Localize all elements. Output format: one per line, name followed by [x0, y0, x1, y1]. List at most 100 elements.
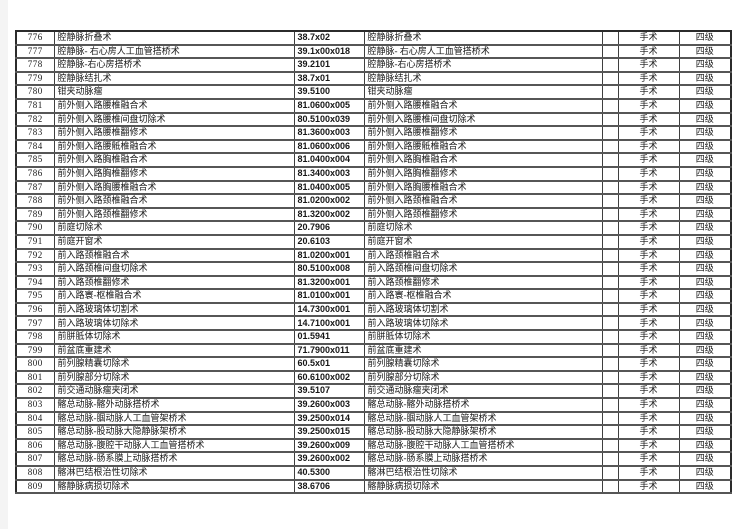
- procedure-code-cell: 81.3200x001: [293, 275, 365, 291]
- level-cell: 四级: [678, 248, 732, 264]
- procedure-name-repeat-cell: 前外侧入路腰骶椎融合术: [363, 139, 603, 155]
- empty-cell: [601, 193, 619, 209]
- procedure-code-cell: 38.6706: [293, 479, 365, 495]
- row-number-cell: 790: [15, 220, 55, 236]
- table-row: 792 前入路颈椎融合术 81.0200x001 前入路颈椎融合术 手术 四级: [15, 248, 732, 264]
- row-number-cell: 806: [15, 438, 55, 454]
- level-cell: 四级: [678, 30, 732, 46]
- empty-cell: [601, 152, 619, 168]
- procedure-name-repeat-cell: 前入路颈椎翻修术: [363, 275, 603, 291]
- procedure-code-cell: 39.2500x014: [293, 411, 365, 427]
- level-cell: 四级: [678, 152, 732, 168]
- row-number-cell: 776: [15, 30, 55, 46]
- procedure-name-cell: 前外侧入路颈椎融合术: [53, 193, 295, 209]
- category-cell: 手术: [617, 479, 680, 495]
- procedure-name-repeat-cell: 前入路玻璃体切除术: [363, 315, 603, 332]
- procedure-code-cell: 14.7300x001: [293, 302, 365, 318]
- row-number-cell: 793: [15, 261, 55, 277]
- empty-cell: [601, 180, 619, 196]
- level-cell: 四级: [678, 315, 732, 332]
- empty-cell: [601, 302, 619, 318]
- procedure-name-cell: 髂总动脉-髂外动脉搭桥术: [53, 397, 295, 413]
- procedure-code-cell: 01.5941: [293, 329, 365, 345]
- row-number-cell: 780: [15, 84, 55, 100]
- category-cell: 手术: [617, 207, 680, 223]
- category-cell: 手术: [617, 125, 680, 141]
- row-number-cell: 777: [15, 44, 55, 60]
- procedure-name-repeat-cell: 腔静脉折叠术: [363, 30, 603, 46]
- procedure-name-repeat-cell: 前庭开窗术: [363, 234, 603, 250]
- procedure-name-repeat-cell: 前庭切除术: [363, 220, 603, 236]
- level-cell: 四级: [678, 275, 732, 291]
- procedure-name-cell: 前入路玻璃体切除术: [53, 315, 295, 332]
- procedure-name-repeat-cell: 髂总动脉-肠系膜上动脉搭桥术: [363, 451, 603, 467]
- category-cell: 手术: [617, 397, 680, 413]
- level-cell: 四级: [678, 112, 732, 128]
- category-cell: 手术: [617, 193, 680, 209]
- procedure-name-cell: 腔静脉-右心房搭桥术: [53, 57, 295, 73]
- row-number-cell: 781: [15, 98, 55, 114]
- row-number-cell: 785: [15, 152, 55, 168]
- category-cell: 手术: [617, 57, 680, 73]
- row-number-cell: 792: [15, 248, 55, 264]
- procedure-name-cell: 腔静脉- 右心房人工血管搭桥术: [53, 44, 295, 60]
- empty-cell: [601, 84, 619, 100]
- empty-cell: [601, 248, 619, 264]
- procedure-name-repeat-cell: 前入路颈椎融合术: [363, 248, 603, 264]
- row-number-cell: 795: [15, 288, 55, 304]
- level-cell: 四级: [678, 451, 732, 467]
- category-cell: 手术: [617, 139, 680, 155]
- level-cell: 四级: [678, 438, 732, 454]
- level-cell: 四级: [678, 411, 732, 427]
- table-row: 789 前外侧入路颈椎翻修术 81.3200x002 前外侧入路颈椎翻修术 手术 四级: [15, 207, 732, 223]
- table-row: 782 前外侧入路腰椎间盘切除术 80.5100x039 前外侧入路腰椎间盘切除术 手术…: [15, 112, 732, 128]
- procedure-code-cell: 14.7100x001: [293, 315, 365, 332]
- empty-cell: [601, 329, 619, 345]
- procedure-name-repeat-cell: 腔静脉- 右心房人工血管搭桥术: [363, 44, 603, 60]
- level-cell: 四级: [678, 125, 732, 141]
- table-row: 791 前庭开窗术 20.6103 前庭开窗术 手术 四级: [15, 234, 732, 250]
- table-row: 787 前外侧入路胸腰椎融合术 81.0400x005 前外侧入路胸腰椎融合术 手术 四级: [15, 180, 732, 196]
- procedure-name-repeat-cell: 前外侧入路胸椎翻修术: [363, 166, 603, 182]
- procedure-code-cell: 60.5x01: [293, 356, 365, 372]
- procedure-name-repeat-cell: 髂总动脉-股动脉大隐静脉架桥术: [363, 424, 603, 440]
- level-cell: 四级: [678, 234, 732, 250]
- procedure-code-cell: 80.5100x039: [293, 112, 365, 128]
- row-number-cell: 805: [15, 424, 55, 440]
- category-cell: 手术: [617, 98, 680, 114]
- table-row: 776 腔静脉折叠术 38.7x02 腔静脉折叠术 手术 四级: [15, 30, 732, 46]
- level-cell: 四级: [678, 139, 732, 155]
- procedure-name-cell: 前列腺部分切除术: [53, 370, 295, 386]
- procedure-name-cell: 髂总动脉-腘动脉人工血管架桥术: [53, 411, 295, 427]
- table-row: 799 前盆底重建术 71.7900x011 前盆底重建术 手术 四级: [15, 343, 732, 359]
- row-number-cell: 778: [15, 57, 55, 73]
- procedure-name-repeat-cell: 前外侧入路颈椎融合术: [363, 193, 603, 209]
- procedure-code-cell: 60.6100x002: [293, 370, 365, 386]
- level-cell: 四级: [678, 57, 732, 73]
- table-row: 777 腔静脉- 右心房人工血管搭桥术 39.1x00x018 腔静脉- 右心房人工血…: [15, 44, 732, 60]
- empty-cell: [601, 397, 619, 413]
- table-row: 803 髂总动脉-髂外动脉搭桥术 39.2600x003 髂总动脉-髂外动脉搭桥术 手术…: [15, 397, 732, 413]
- row-number-cell: 802: [15, 383, 55, 400]
- row-number-cell: 786: [15, 166, 55, 182]
- table-row: 801 前列腺部分切除术 60.6100x002 前列腺部分切除术 手术 四级: [15, 370, 732, 386]
- procedure-code-cell: 81.0400x005: [293, 180, 365, 196]
- empty-cell: [601, 356, 619, 372]
- procedure-code-cell: 81.0600x005: [293, 98, 365, 114]
- empty-cell: [601, 57, 619, 73]
- category-cell: 手术: [617, 220, 680, 236]
- level-cell: 四级: [678, 383, 732, 400]
- empty-cell: [601, 125, 619, 141]
- table-row: 805 髂总动脉-股动脉大隐静脉架桥术 39.2500x015 髂总动脉-股动脉大隐静…: [15, 424, 732, 440]
- procedure-code-cell: 81.0100x001: [293, 288, 365, 304]
- table-row: 809 髂静脉病损切除术 38.6706 髂静脉病损切除术 手术 四级: [15, 479, 732, 495]
- level-cell: 四级: [678, 424, 732, 440]
- procedure-code-cell: 39.5107: [293, 383, 365, 400]
- procedure-name-cell: 前列腺精囊切除术: [53, 356, 295, 372]
- procedure-name-repeat-cell: 前外侧入路颈椎翻修术: [363, 207, 603, 223]
- procedure-name-repeat-cell: 腔静脉结扎术: [363, 71, 603, 87]
- procedure-name-cell: 前外侧入路腰椎翻修术: [53, 125, 295, 141]
- row-number-cell: 799: [15, 343, 55, 359]
- procedure-name-cell: 腔静脉结扎术: [53, 71, 295, 87]
- procedure-name-repeat-cell: 前外侧入路腰椎间盘切除术: [363, 112, 603, 128]
